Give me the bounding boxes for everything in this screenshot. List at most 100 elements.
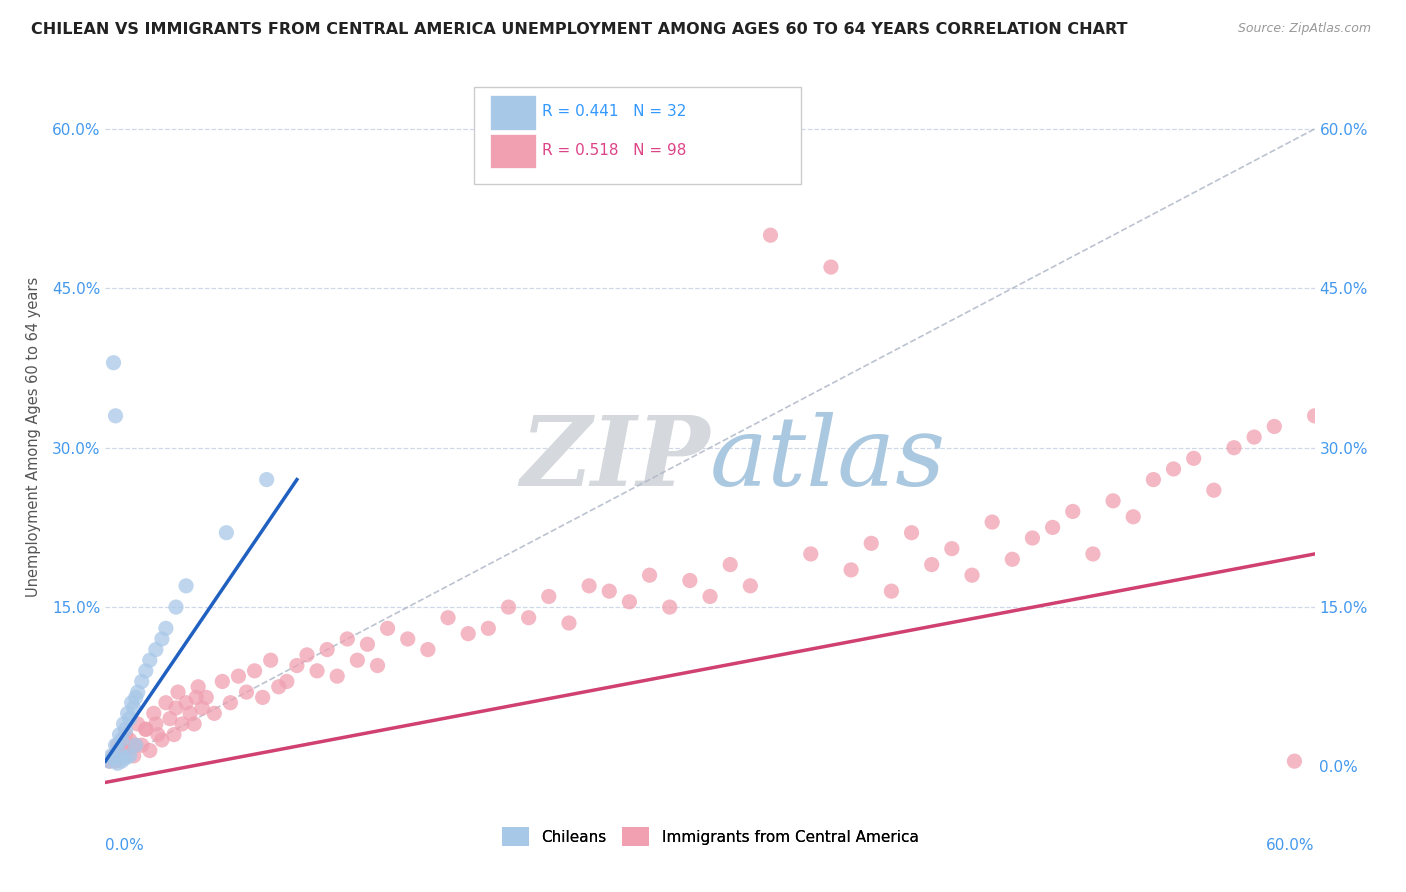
Point xyxy=(960,568,983,582)
Point xyxy=(285,658,308,673)
Text: atlas: atlas xyxy=(710,412,946,506)
Point xyxy=(112,717,135,731)
Point xyxy=(759,228,782,243)
Point xyxy=(165,600,187,615)
Point xyxy=(416,642,439,657)
Point xyxy=(941,541,963,556)
Point xyxy=(1243,430,1265,444)
Point xyxy=(1042,520,1064,534)
Point xyxy=(186,690,208,705)
Point xyxy=(498,600,520,615)
Point xyxy=(110,754,132,768)
Point xyxy=(100,748,122,763)
Point xyxy=(820,260,842,274)
Point xyxy=(215,525,238,540)
Y-axis label: Unemployment Among Ages 60 to 64 years: Unemployment Among Ages 60 to 64 years xyxy=(25,277,41,598)
Point xyxy=(135,664,157,678)
Point xyxy=(187,680,209,694)
Point xyxy=(1062,504,1084,518)
Point xyxy=(122,701,145,715)
Point xyxy=(377,621,399,635)
Point xyxy=(1182,451,1205,466)
Point xyxy=(839,563,862,577)
Point xyxy=(135,723,157,737)
Point xyxy=(396,632,419,646)
Point xyxy=(114,743,136,757)
Point xyxy=(860,536,883,550)
Point xyxy=(159,712,181,726)
Point xyxy=(127,717,149,731)
Point xyxy=(243,664,266,678)
Point xyxy=(537,590,560,604)
Point xyxy=(202,706,225,721)
Text: 0.0%: 0.0% xyxy=(105,838,145,853)
Point xyxy=(135,723,157,737)
Point xyxy=(121,696,143,710)
Text: R = 0.441   N = 32: R = 0.441 N = 32 xyxy=(541,104,686,120)
Point xyxy=(356,637,378,651)
Point xyxy=(718,558,741,572)
Point xyxy=(211,674,233,689)
FancyBboxPatch shape xyxy=(489,134,536,169)
Point xyxy=(1102,493,1125,508)
Point xyxy=(256,473,278,487)
Point xyxy=(146,728,169,742)
Point xyxy=(163,728,186,742)
Point xyxy=(437,610,460,624)
Point xyxy=(103,748,125,763)
Point xyxy=(174,579,197,593)
Point xyxy=(165,701,187,715)
Point xyxy=(638,568,661,582)
Point xyxy=(167,685,190,699)
FancyBboxPatch shape xyxy=(474,87,801,185)
Point xyxy=(252,690,274,705)
Point xyxy=(276,674,298,689)
Point xyxy=(1122,509,1144,524)
Point xyxy=(98,754,121,768)
Point xyxy=(124,738,148,752)
Point xyxy=(346,653,368,667)
Point xyxy=(103,356,125,370)
Point xyxy=(118,748,141,763)
Point xyxy=(124,690,148,705)
Point xyxy=(117,706,139,721)
Point xyxy=(921,558,943,572)
Point xyxy=(228,669,250,683)
Point xyxy=(179,706,201,721)
Point xyxy=(131,738,153,752)
Point xyxy=(195,690,218,705)
Point xyxy=(619,595,641,609)
Point xyxy=(104,409,127,423)
Point xyxy=(366,658,388,673)
Point xyxy=(1284,754,1306,768)
Point xyxy=(139,743,162,757)
Point xyxy=(104,754,127,768)
Point xyxy=(108,728,131,742)
Point xyxy=(174,696,197,710)
Point xyxy=(295,648,318,662)
Point xyxy=(1163,462,1185,476)
Text: R = 0.518   N = 98: R = 0.518 N = 98 xyxy=(541,143,686,158)
Point xyxy=(679,574,702,588)
Text: 60.0%: 60.0% xyxy=(1267,838,1315,853)
Point xyxy=(139,653,162,667)
Point xyxy=(1001,552,1024,566)
Point xyxy=(114,723,136,737)
Point xyxy=(1263,419,1285,434)
Point xyxy=(110,743,132,757)
Point xyxy=(131,674,153,689)
FancyBboxPatch shape xyxy=(489,95,536,130)
Point xyxy=(326,669,349,683)
Point xyxy=(110,751,132,765)
Point xyxy=(142,706,165,721)
Point xyxy=(118,712,141,726)
Point xyxy=(1223,441,1246,455)
Text: ZIP: ZIP xyxy=(520,412,710,506)
Point xyxy=(155,696,177,710)
Point xyxy=(127,685,149,699)
Point xyxy=(1142,473,1164,487)
Point xyxy=(114,728,136,742)
Point xyxy=(145,717,167,731)
Point xyxy=(155,621,177,635)
Point xyxy=(517,610,540,624)
